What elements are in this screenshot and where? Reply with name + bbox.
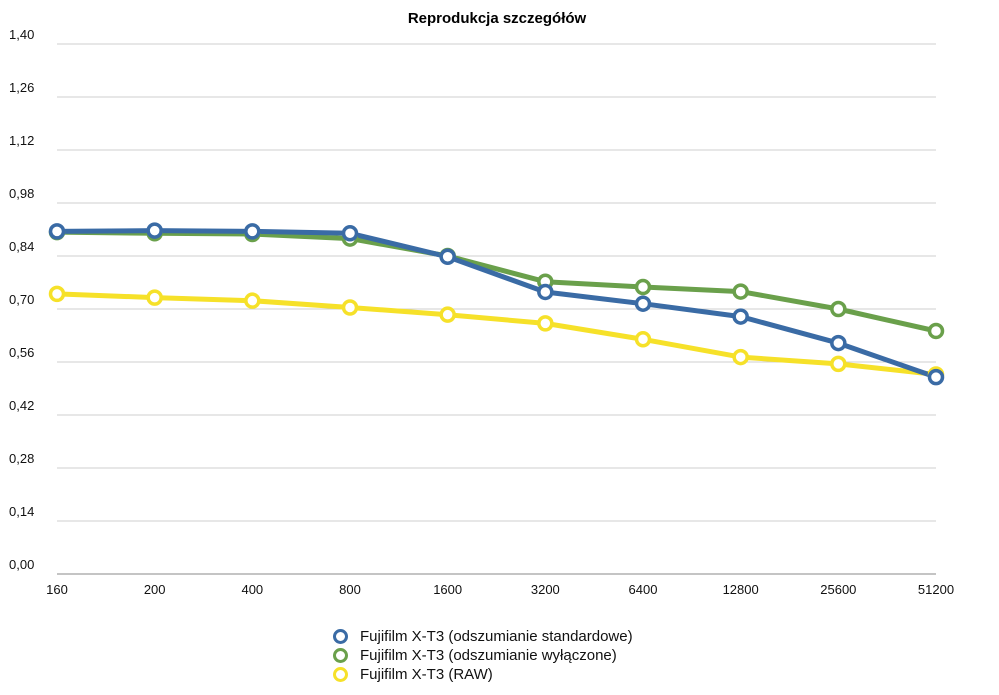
series-line bbox=[54, 291, 939, 377]
x-tick-label: 6400 bbox=[629, 582, 658, 597]
data-point bbox=[244, 223, 261, 240]
series-line bbox=[54, 228, 939, 380]
data-point bbox=[927, 322, 945, 340]
y-tick-label: 0,14 bbox=[9, 504, 34, 519]
legend: Fujifilm X-T3 (odszumianie standardowe) … bbox=[333, 627, 633, 684]
legend-item-raw: Fujifilm X-T3 (RAW) bbox=[333, 665, 633, 684]
x-tick-label: 1600 bbox=[433, 582, 462, 597]
y-tick-label: 1,40 bbox=[9, 27, 34, 42]
y-tick-label: 0,84 bbox=[9, 239, 34, 254]
legend-marker-standard bbox=[333, 629, 348, 644]
legend-item-off: Fujifilm X-T3 (odszumianie wyłączone) bbox=[333, 646, 633, 665]
series-lines bbox=[54, 228, 939, 380]
chart-title: Reprodukcja szczegółów bbox=[408, 10, 587, 27]
data-point bbox=[537, 283, 554, 301]
y-tick-label: 1,12 bbox=[9, 133, 34, 148]
data-point bbox=[634, 331, 652, 348]
legend-marker-raw bbox=[333, 667, 348, 682]
data-point bbox=[439, 306, 456, 323]
y-tick-label: 0,00 bbox=[9, 557, 34, 572]
data-point bbox=[48, 285, 66, 303]
x-tick-label: 25600 bbox=[820, 582, 856, 597]
data-point bbox=[48, 223, 66, 240]
legend-label-standard: Fujifilm X-T3 (odszumianie standardowe) bbox=[360, 628, 633, 645]
legend-label-off: Fujifilm X-T3 (odszumianie wyłączone) bbox=[360, 647, 617, 664]
x-tick-label: 12800 bbox=[723, 582, 759, 597]
grid-lines bbox=[57, 43, 936, 575]
data-point bbox=[537, 315, 554, 332]
y-tick-label: 0,56 bbox=[9, 345, 34, 360]
data-point bbox=[830, 355, 847, 373]
y-tick-label: 0,28 bbox=[9, 451, 34, 466]
data-point bbox=[927, 368, 945, 386]
y-tick-label: 1,26 bbox=[9, 80, 34, 95]
data-point bbox=[634, 278, 652, 296]
data-point bbox=[732, 348, 749, 366]
legend-marker-off bbox=[333, 648, 348, 663]
x-tick-label: 800 bbox=[339, 582, 361, 597]
legend-item-standard: Fujifilm X-T3 (odszumianie standardowe) bbox=[333, 627, 633, 646]
y-tick-label: 0,70 bbox=[9, 292, 34, 307]
series-points bbox=[48, 222, 945, 386]
y-tick-label: 0,42 bbox=[9, 398, 34, 413]
x-tick-label: 200 bbox=[144, 582, 166, 597]
y-axis-tick-labels: 0,00 0,14 0,28 0,42 0,56 0,70 0,84 0,98 1,12 1,26… bbox=[9, 27, 34, 572]
data-point bbox=[439, 248, 456, 266]
data-point bbox=[830, 334, 847, 352]
data-point bbox=[341, 299, 359, 316]
data-point bbox=[732, 308, 749, 325]
x-tick-label: 160 bbox=[46, 582, 68, 597]
data-point bbox=[732, 283, 749, 300]
data-point bbox=[830, 300, 847, 318]
legend-label-raw: Fujifilm X-T3 (RAW) bbox=[360, 666, 493, 683]
x-tick-label: 51200 bbox=[918, 582, 954, 597]
series-line bbox=[54, 229, 939, 334]
y-tick-label: 0,98 bbox=[9, 186, 34, 201]
data-point bbox=[146, 222, 163, 239]
data-point bbox=[341, 225, 359, 242]
data-point bbox=[146, 289, 163, 306]
data-point bbox=[244, 292, 261, 309]
x-tick-label: 400 bbox=[241, 582, 263, 597]
x-axis-tick-labels: 160 200 400 800 1600 3200 6400 12800 25600 51200 bbox=[46, 582, 954, 597]
data-point bbox=[634, 295, 652, 312]
x-tick-label: 3200 bbox=[531, 582, 560, 597]
